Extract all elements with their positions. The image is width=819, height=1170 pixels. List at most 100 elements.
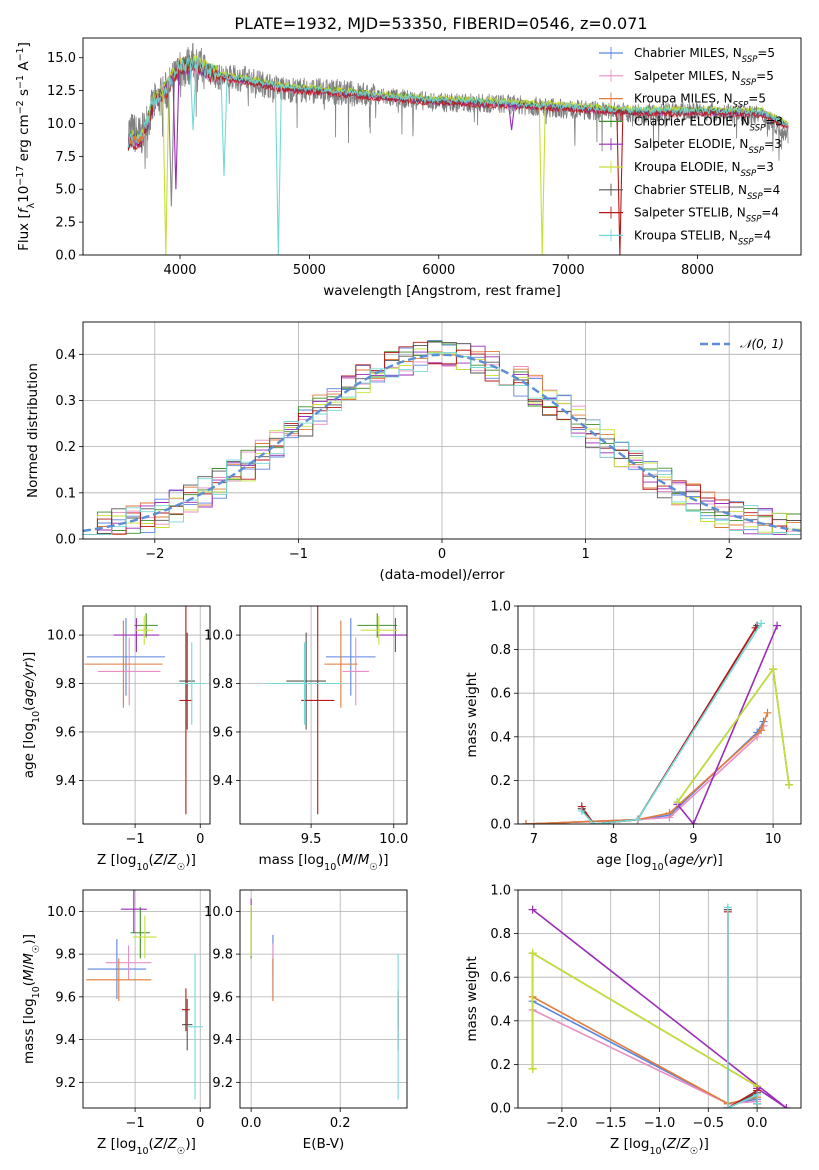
x-tick-label: 1 (581, 547, 589, 562)
y-axis-label: Flux [fλ10−17 erg cm−2 s−1 A−1] (15, 42, 37, 251)
label-part: −17 (15, 166, 26, 186)
absorption-feature (172, 73, 180, 190)
legend-nssp-sub: SSP (738, 237, 754, 247)
axes-frame (82, 605, 211, 825)
weight-marker (753, 1099, 762, 1108)
legend-series-name: Chabrier ELODIE, N (634, 114, 750, 128)
y-tick-label: 10.0 (47, 905, 76, 920)
label-part: Z (167, 1136, 178, 1152)
weight-marker (521, 820, 530, 824)
weight-marker (757, 619, 766, 628)
legend-nssp-value: =3 (756, 160, 774, 174)
absorption-feature (508, 104, 516, 131)
label-part: )] (712, 852, 723, 868)
weight-marker (577, 806, 586, 815)
legend-series-name: Kroupa STELIB, N (634, 228, 738, 242)
y-tick-label: 9.4 (212, 1033, 233, 1048)
y-axis-label: mass [log10(M/M☉)] (21, 934, 42, 1064)
x-tick-label: 10 (765, 832, 782, 847)
y-tick-label: 10.0 (204, 905, 233, 920)
legend-9-label: Kroupa STELIB, NSSP=4 (634, 228, 771, 247)
label-part: Z (666, 1136, 677, 1152)
y-tick-label: 0.0 (490, 818, 511, 833)
axes-frame (517, 605, 802, 825)
label-part: ( (21, 981, 37, 986)
weight-series-4-line (531, 951, 758, 1108)
model-point (139, 135, 144, 140)
label-part: ( (21, 706, 37, 711)
weight-series-3-line (525, 712, 769, 824)
y-tick-label: 0.6 (490, 687, 511, 702)
label-part: ( (336, 852, 341, 868)
label-part: −1 (15, 75, 26, 89)
y-tick-label: 9.2 (212, 1076, 233, 1091)
weight-marker (773, 621, 782, 630)
panel-mass_vs_Z: −1 09.29.49.69.810.0Z [log10(Z/Z☉)]mass [… (21, 889, 211, 1157)
legend-nssp-sub: SSP (746, 215, 762, 225)
x-axis-label: Z [log10(Z/Z☉)] (97, 852, 196, 873)
weight-marker (673, 798, 682, 807)
x-tick-label: 0 (438, 547, 446, 562)
label-part: )] (21, 934, 37, 945)
legend-nssp-sub: SSP (748, 146, 764, 156)
label-part: ( (149, 852, 154, 868)
y-tick-label: 0.6 (490, 971, 511, 986)
plot-area (84, 606, 205, 815)
weight-marker (665, 809, 674, 818)
legend-series-name: Salpeter STELIB, N (634, 206, 746, 220)
absorption-feature (167, 81, 175, 207)
model-spectrum-9-line (127, 56, 789, 148)
weight-series-9-line (727, 907, 758, 1108)
label-part: f (16, 206, 32, 213)
y-tick-label: 9.8 (212, 677, 233, 692)
y-tick-label: 0.2 (490, 1058, 511, 1073)
x-tick-label: −0.5 (693, 1116, 725, 1131)
label-part: −1 (15, 47, 26, 61)
plot-area (86, 890, 203, 1100)
axes-frame (517, 889, 802, 1109)
x-axis-label: age [log10(age/yr)] (596, 852, 722, 873)
label-part: mass [log (21, 998, 37, 1064)
y-tick-label: 9.4 (55, 774, 76, 789)
x-axis-label: mass [log10(M/M☉)] (259, 852, 389, 873)
label-part: )] (21, 652, 37, 663)
weight-series-3-line (532, 996, 758, 1105)
weight-marker (528, 1064, 537, 1073)
weight-marker (723, 1104, 732, 1108)
weight-series-6-line (531, 951, 758, 1108)
y-tick-label: 2.5 (55, 216, 76, 231)
y-tick-label: 1.0 (490, 600, 511, 615)
label-part: )] (185, 1136, 196, 1152)
weight-series-4-line (676, 667, 790, 803)
y-tick-label: 10.0 (47, 117, 76, 132)
label-part: age [log (21, 723, 37, 778)
x-tick-label: 10.0 (379, 832, 408, 847)
y-tick-label: 0.1 (55, 486, 76, 501)
weight-marker (785, 780, 794, 789)
x-axis-label: Z [log10(Z/Z☉)] (610, 1136, 709, 1157)
y-tick-label: 9.6 (212, 725, 233, 740)
x-tick-label: −1.5 (595, 1116, 627, 1131)
label-part: A (16, 61, 32, 75)
model-point (132, 135, 137, 140)
legend-nssp-value: =4 (754, 228, 772, 242)
label-part: ] (16, 42, 32, 47)
label-part: (data-model)/error (379, 567, 505, 583)
x-tick-label: 8 (610, 832, 618, 847)
label-part: Z (153, 1136, 164, 1152)
x-tick-label: 5000 (293, 263, 326, 278)
label-part: Z (680, 1136, 691, 1152)
figure-title: PLATE=1932, MJD=53350, FIBERID=0546, z=0… (234, 14, 647, 33)
label-part: M (21, 969, 37, 981)
y-axis-label: mass weight (464, 956, 480, 1041)
label-part: ☉ (369, 862, 378, 873)
y-tick-label: 9.6 (212, 990, 233, 1005)
label-part: Z [log (97, 1136, 136, 1152)
label-part: mass weight (464, 956, 480, 1041)
label-part: age/yr (21, 661, 37, 706)
y-tick-label: 0.2 (55, 440, 76, 455)
y-tick-label: 5.0 (55, 183, 76, 198)
weight-marker (633, 815, 642, 824)
y-tick-label: 9.2 (55, 1076, 76, 1091)
